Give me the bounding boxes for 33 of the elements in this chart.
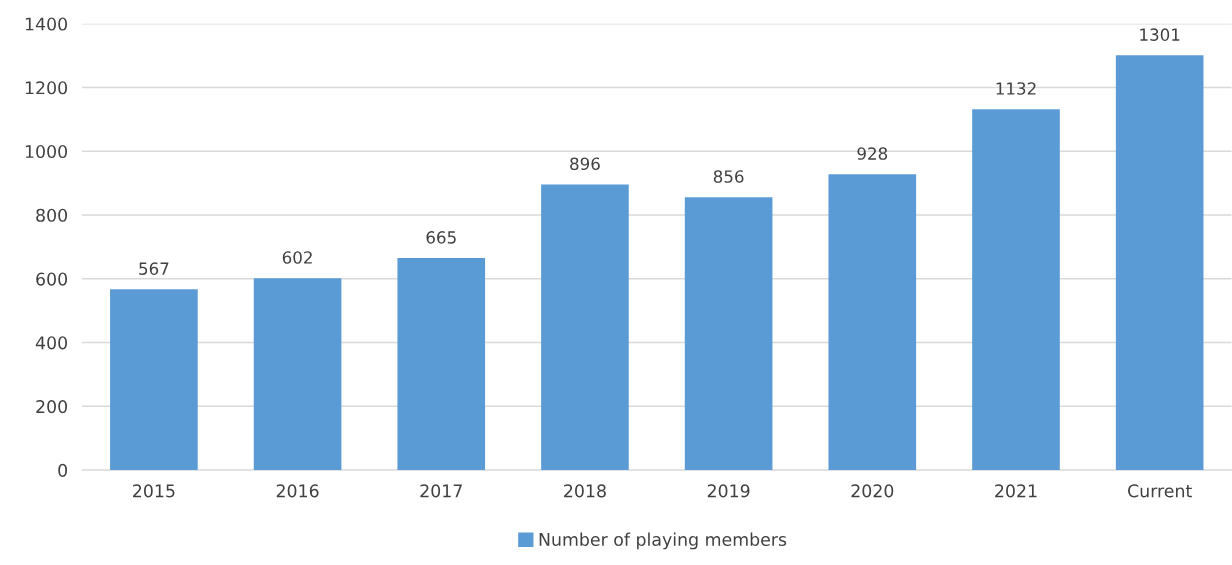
data-label: 856	[713, 170, 744, 183]
x-tick-label: 2016	[276, 484, 319, 498]
data-label: 928	[857, 147, 888, 160]
data-label: 1132	[996, 82, 1036, 95]
bar	[110, 289, 198, 471]
y-tick-label: 200	[36, 400, 68, 414]
bar	[828, 174, 917, 471]
x-tick-label: Current	[1128, 484, 1192, 498]
legend-label: Number of playing members	[539, 532, 787, 550]
bar	[253, 278, 342, 471]
x-tick-label: 2021	[995, 484, 1037, 498]
bar	[1115, 55, 1204, 471]
x-tick-label: 2020	[851, 484, 894, 498]
y-tick-label: 400	[35, 336, 68, 350]
bar	[684, 197, 773, 471]
bar	[541, 184, 629, 471]
data-label: 896	[570, 157, 600, 171]
y-tick-label: 1400	[25, 17, 68, 31]
x-tick-label: 2015	[133, 484, 175, 498]
y-tick-label: 800	[36, 208, 68, 222]
bar	[397, 258, 486, 471]
y-tick-label: 1200	[25, 81, 68, 95]
x-tick-label: 2018	[564, 484, 606, 498]
bar	[972, 109, 1060, 471]
data-label: 567	[139, 262, 169, 275]
x-tick-label: 2019	[707, 484, 750, 498]
y-tick-label: 600	[36, 272, 68, 286]
data-label: 602	[282, 251, 312, 264]
data-label: 665	[426, 231, 456, 244]
data-label: 1301	[1140, 28, 1180, 41]
x-tick-label: 2017	[420, 484, 462, 498]
y-tick-label: 0	[58, 463, 68, 477]
y-tick-label: 1000	[25, 144, 68, 159]
